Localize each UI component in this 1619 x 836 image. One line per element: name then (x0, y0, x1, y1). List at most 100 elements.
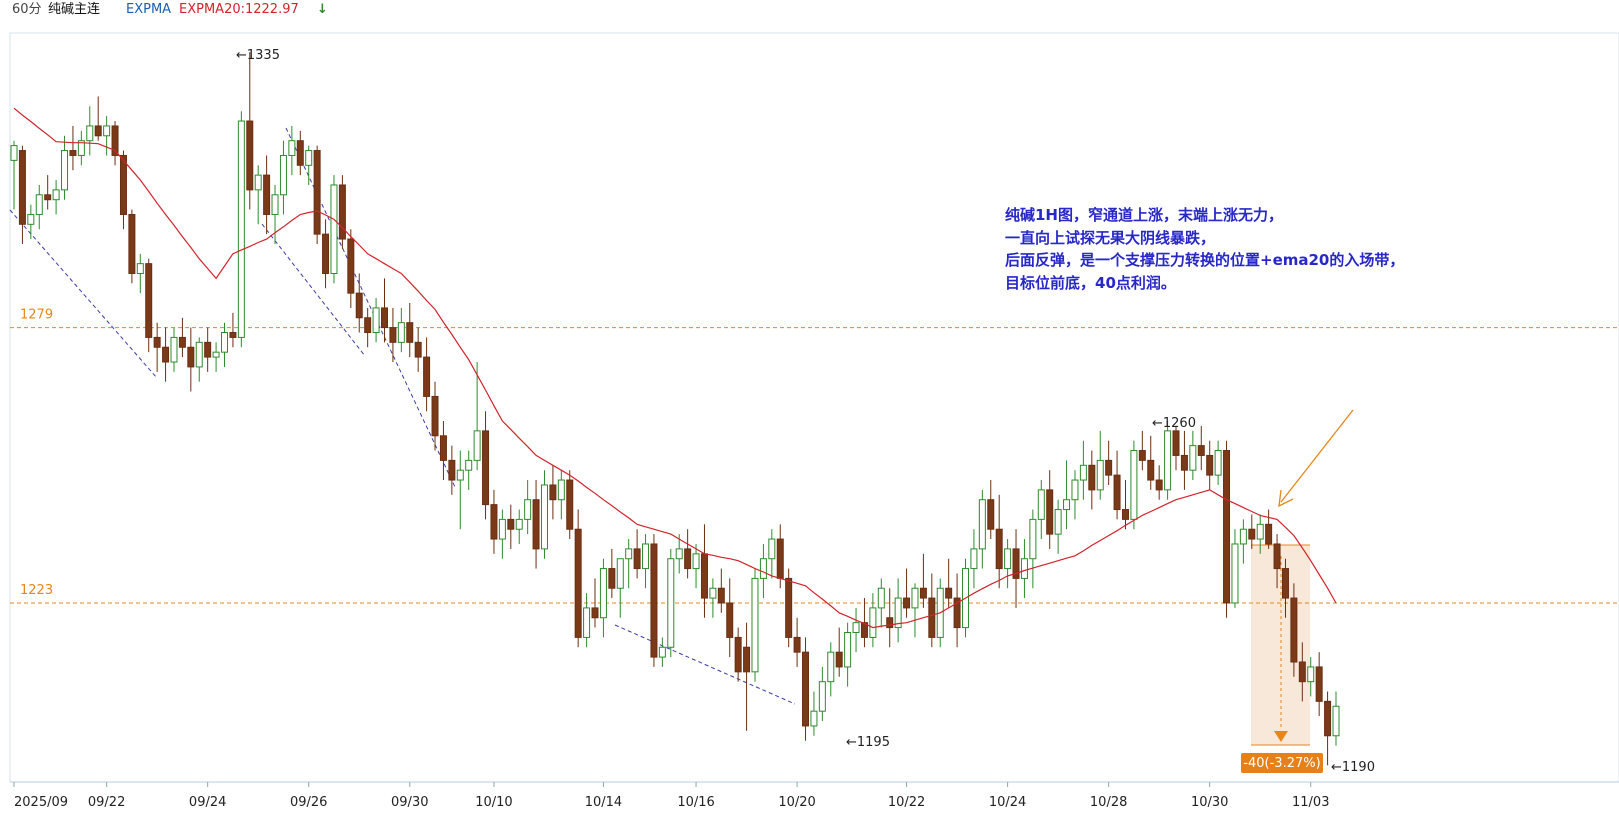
x-tick-label: 10/10 (475, 795, 512, 810)
candle-body (818, 681, 826, 712)
candle-body (136, 263, 144, 274)
candle-body (717, 587, 725, 604)
candle-body (599, 568, 607, 619)
candle-body (1046, 489, 1054, 535)
candle-body (667, 558, 675, 648)
candle-body (490, 504, 498, 540)
candle-body (1029, 518, 1037, 560)
price-annotation: ←1195 (846, 735, 890, 750)
candle-body (1332, 705, 1340, 737)
candle-body (540, 484, 548, 550)
candle-body (1079, 464, 1087, 481)
level-label: 1223 (20, 583, 53, 598)
candle-body (591, 607, 599, 619)
candle-body (1147, 459, 1155, 481)
candle-body (650, 543, 658, 658)
period: 60分 (12, 2, 42, 17)
candle-body (658, 646, 666, 658)
candle-body (574, 528, 582, 638)
candle-body (625, 548, 633, 560)
candle-body (355, 292, 363, 319)
price-annotation: ←1260 (1152, 416, 1196, 431)
candle-body (44, 194, 52, 201)
candle-body (372, 307, 380, 334)
candle-body (397, 322, 405, 343)
candle-body (1063, 499, 1071, 511)
candle-body (145, 263, 153, 338)
candle-body (835, 651, 843, 668)
candle-body (347, 238, 355, 294)
candle-body (279, 154, 287, 196)
candle-body (743, 646, 751, 673)
candle-body (894, 597, 902, 629)
note-line: 纯碱1H图，窄通道上涨，末端上涨无力， (1005, 206, 1283, 224)
candle-body (1223, 450, 1231, 604)
candle-body (1315, 666, 1323, 702)
candle-body (195, 341, 203, 368)
x-tick-label: 09/30 (391, 795, 428, 810)
x-tick-label: 10/16 (677, 795, 714, 810)
candle-body (482, 430, 490, 506)
candle-body (1164, 430, 1172, 491)
target-label: -40(-3.27%) (1243, 756, 1320, 771)
candle-body (675, 548, 683, 560)
candle-body (61, 150, 69, 191)
candle-body (263, 174, 271, 215)
candle-body (1307, 666, 1315, 683)
candle-body (608, 568, 616, 589)
candle-body (532, 499, 540, 550)
x-tick-label: 11/03 (1292, 795, 1329, 810)
candle-body (498, 518, 506, 540)
candle-body (700, 553, 708, 599)
candle-body (759, 558, 767, 579)
candle-body (970, 548, 978, 570)
candle-body (776, 538, 784, 579)
pointer-arrow-head (1278, 489, 1294, 508)
candle-body (52, 189, 60, 201)
target-arrow-head (1274, 731, 1288, 742)
candle-body (221, 332, 229, 353)
x-tick-label: 09/22 (88, 795, 125, 810)
candle-body (69, 150, 77, 156)
candle-body (18, 150, 26, 225)
price-annotation: ←1190 (1331, 760, 1375, 775)
x-tick-label: 09/24 (189, 795, 226, 810)
candle-body (1273, 543, 1281, 570)
candle-body (27, 213, 35, 225)
candle-body (515, 518, 523, 530)
candle-body (802, 651, 810, 727)
candle-body (423, 356, 431, 397)
candle-body (414, 341, 422, 358)
candle-body (296, 140, 304, 166)
candle-body (246, 120, 254, 191)
candle-body (94, 125, 102, 137)
candle-body (1281, 568, 1289, 599)
candle-body (1324, 700, 1332, 737)
candle-body (978, 499, 986, 550)
candle-body (1004, 548, 1012, 570)
candle-body (119, 154, 127, 215)
candle-body (187, 346, 195, 368)
candle-body (1037, 489, 1045, 520)
note-line: 一直向上试探无果大阴线暴跌， (1005, 229, 1215, 247)
candle-body (1105, 459, 1113, 476)
candle-body (111, 125, 119, 156)
target-label-box (1241, 753, 1323, 773)
candle-body (254, 174, 262, 191)
candle-body (557, 479, 565, 501)
candle-body (439, 435, 447, 461)
candle-body (338, 184, 346, 240)
plot-frame (9, 32, 1619, 783)
x-tick-label: 10/28 (1090, 795, 1127, 810)
candle-body (1096, 459, 1104, 491)
trend-line (614, 624, 796, 705)
candle-body (431, 395, 439, 437)
candle-body (448, 459, 456, 481)
x-tick-label: 10/22 (888, 795, 925, 810)
level-label: 1279 (20, 308, 53, 323)
candle-body (1020, 558, 1028, 579)
candle-body (709, 587, 717, 599)
candle-body (1012, 548, 1020, 579)
